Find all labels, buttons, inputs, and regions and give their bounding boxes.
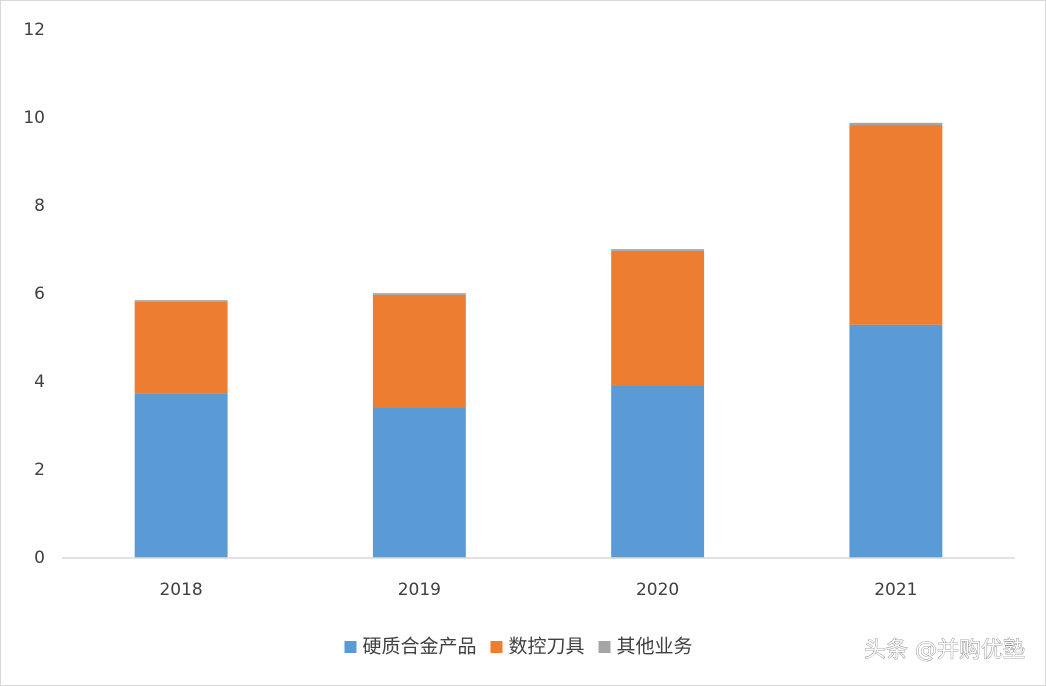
watermark: 头条 @并购优塾 — [864, 638, 1025, 663]
y-tick-label: 10 — [23, 108, 45, 128]
legend-label: 数控刀具 — [508, 636, 584, 658]
legend-label: 硬质合金产品 — [362, 636, 476, 658]
bar-segment — [372, 293, 466, 295]
bar-segment — [611, 385, 705, 558]
bar-segment — [849, 125, 943, 325]
legend-swatch — [344, 641, 357, 653]
y-tick-label: 8 — [34, 196, 45, 216]
x-tick-label: 2021 — [874, 580, 917, 600]
y-tick-label: 4 — [34, 372, 45, 392]
y-tick-label: 2 — [34, 460, 45, 480]
bar-segment — [372, 407, 466, 558]
y-tick-label: 0 — [34, 548, 45, 568]
bar-segment — [134, 300, 228, 302]
bar-segment — [134, 393, 228, 558]
x-tick-label: 2020 — [636, 580, 679, 600]
bar-segment — [611, 249, 705, 251]
y-tick-label: 12 — [23, 20, 45, 40]
legend-swatch — [490, 641, 503, 653]
bar-segment — [134, 301, 228, 394]
bar-segment — [849, 122, 943, 126]
bar-segment — [611, 250, 705, 386]
x-tick-label: 2019 — [398, 580, 441, 600]
legend-label: 其他业务 — [617, 636, 693, 658]
y-tick-label: 6 — [34, 284, 45, 304]
x-tick-label: 2018 — [159, 580, 202, 600]
bar-segment — [372, 294, 466, 408]
legend-swatch — [598, 641, 611, 653]
bar-segment — [849, 324, 943, 558]
